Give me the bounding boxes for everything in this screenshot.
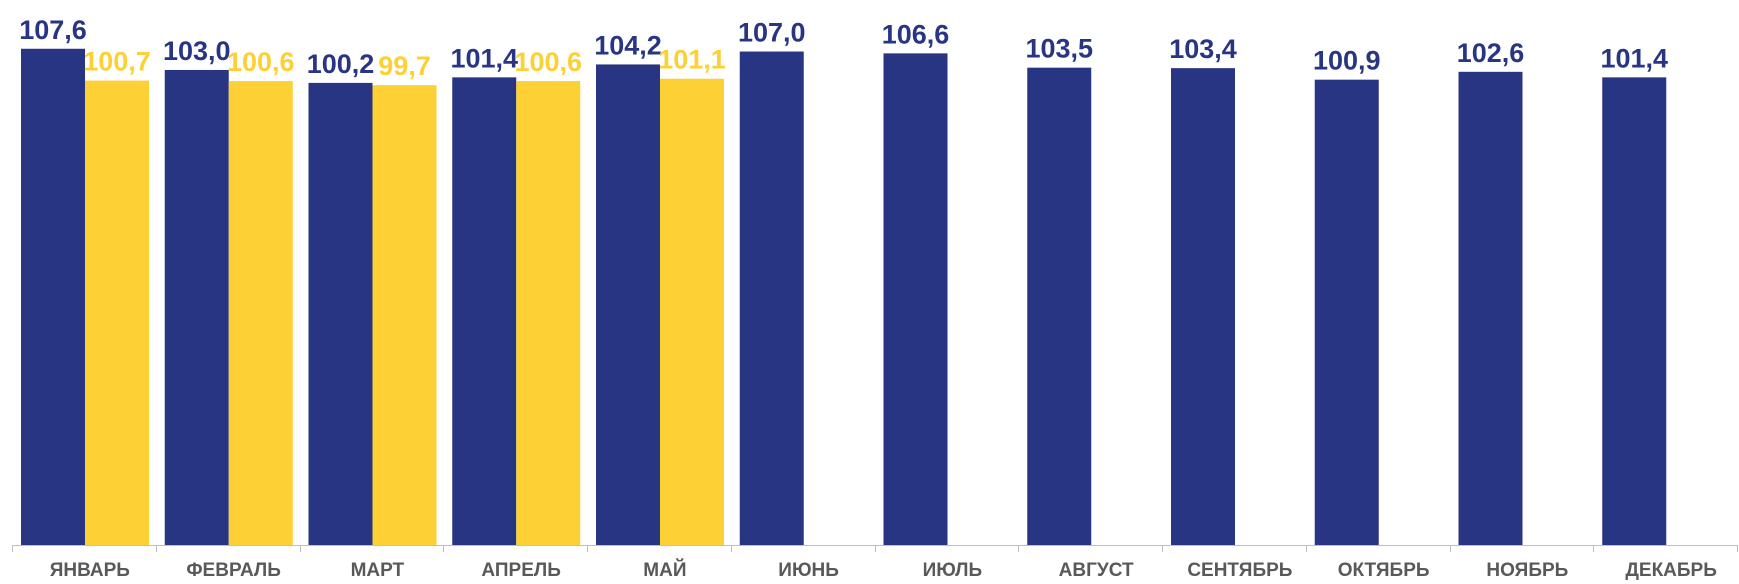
category-label-9: ОКТЯБРЬ	[1338, 560, 1430, 581]
bar-series1-2	[308, 82, 373, 545]
category-label-0: ЯНВАРЬ	[50, 560, 130, 581]
value-label-series2-2: 99,7	[378, 51, 431, 81]
value-label-series2-3: 100,6	[514, 47, 582, 77]
value-label-series1-9: 100,9	[1313, 46, 1381, 76]
bar-series1-11	[1602, 77, 1667, 545]
value-label-series1-7: 103,5	[1025, 34, 1093, 64]
bar-series1-1	[164, 69, 229, 545]
bar-series2-0	[85, 80, 149, 545]
value-label-series1-11: 101,4	[1600, 43, 1668, 73]
bar-series2-1	[228, 81, 293, 546]
value-label-series1-3: 101,4	[450, 43, 518, 73]
value-label-series2-1: 100,6	[227, 47, 295, 77]
category-label-2: МАРТ	[351, 560, 405, 581]
bar-series2-2	[372, 85, 437, 545]
bar-series1-5	[739, 51, 804, 545]
category-label-10: НОЯБРЬ	[1486, 560, 1568, 581]
bar-series1-10	[1458, 71, 1523, 546]
category-label-7: АВГУСТ	[1059, 560, 1134, 581]
value-label-series2-0: 100,7	[83, 47, 151, 77]
bar-series1-3	[452, 77, 517, 545]
value-label-series2-4: 101,1	[658, 45, 726, 75]
value-label-series1-1: 103,0	[163, 36, 231, 66]
category-label-4: МАЙ	[643, 559, 686, 581]
category-label-1: ФЕВРАЛЬ	[186, 560, 281, 581]
value-label-series1-8: 103,4	[1169, 34, 1237, 64]
category-labels-group: ЯНВАРЬ ФЕВРАЛЬ МАРТ АПРЕЛЬ МАЙ ИЮНЬ ИЮЛЬ АВГУСТ…	[50, 559, 1717, 581]
value-label-series1-6: 106,6	[882, 19, 950, 49]
value-label-series1-10: 102,6	[1457, 38, 1525, 68]
value-label-series1-2: 100,2	[307, 49, 375, 79]
bar-series2-4	[660, 78, 724, 546]
category-label-3: АПРЕЛЬ	[481, 560, 560, 581]
bars-group	[21, 48, 1667, 546]
bar-series1-4	[596, 64, 660, 545]
bar-series1-0	[21, 48, 85, 545]
category-label-8: СЕНТЯБРЬ	[1187, 560, 1292, 581]
bar-series1-8	[1171, 68, 1235, 546]
x-axis	[12, 545, 1738, 552]
bar-series1-6	[883, 53, 948, 546]
value-label-series1-0: 107,6	[19, 15, 87, 45]
value-label-series1-5: 107,0	[738, 18, 806, 48]
category-label-5: ИЮНЬ	[778, 560, 839, 581]
bar-series2-3	[516, 81, 581, 546]
category-label-6: ИЮЛЬ	[923, 560, 983, 581]
bar-series1-9	[1314, 79, 1379, 545]
category-label-11: ДЕКАБРЬ	[1625, 560, 1717, 581]
bar-series1-7	[1027, 67, 1092, 545]
value-label-series1-4: 104,2	[594, 30, 662, 60]
